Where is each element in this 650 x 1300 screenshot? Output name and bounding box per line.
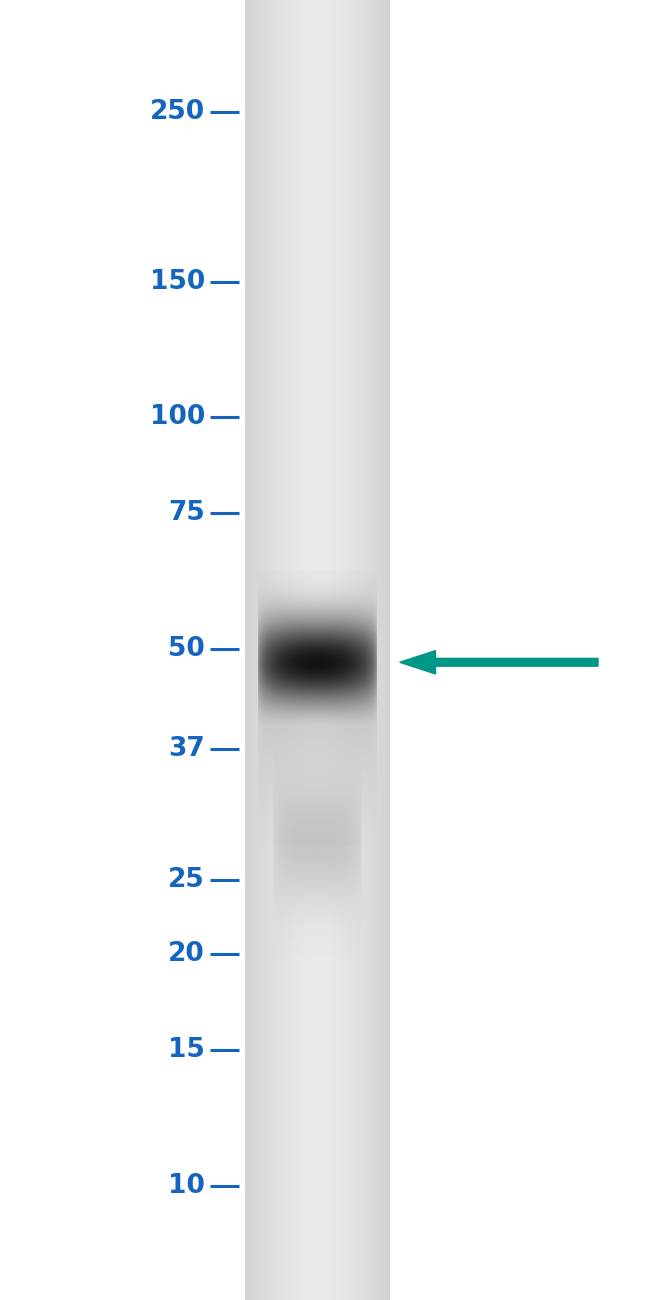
Text: 100: 100 <box>150 404 205 430</box>
Text: 150: 150 <box>150 269 205 295</box>
Text: 75: 75 <box>168 500 205 526</box>
Text: 20: 20 <box>168 941 205 967</box>
Text: 250: 250 <box>150 99 205 125</box>
Text: 37: 37 <box>168 736 205 762</box>
FancyArrow shape <box>400 650 598 673</box>
Text: 10: 10 <box>168 1173 205 1199</box>
Text: 50: 50 <box>168 636 205 662</box>
Text: 15: 15 <box>168 1037 205 1063</box>
Text: 25: 25 <box>168 867 205 893</box>
